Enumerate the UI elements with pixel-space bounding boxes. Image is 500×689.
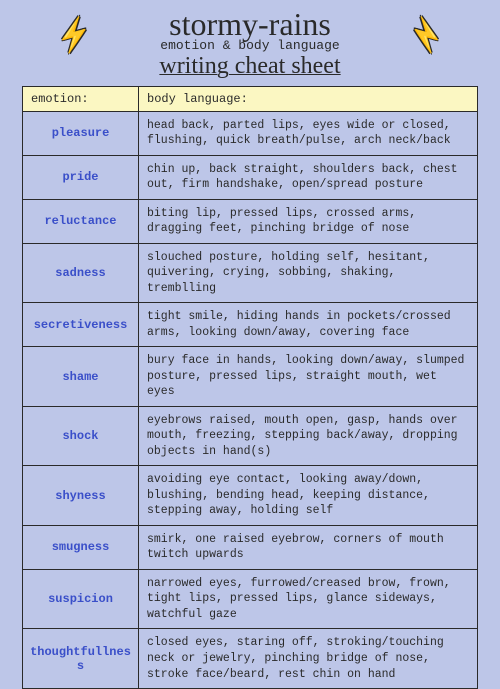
- table-row: shame bury face in hands, looking down/a…: [23, 347, 477, 407]
- table-row: reluctance biting lip, pressed lips, cro…: [23, 200, 477, 244]
- table-row: pleasure head back, parted lips, eyes wi…: [23, 112, 477, 156]
- body-cell: eyebrows raised, mouth open, gasp, hands…: [139, 407, 477, 466]
- emotion-label: reluctance: [44, 214, 116, 228]
- body-cell: biting lip, pressed lips, crossed arms, …: [139, 200, 477, 243]
- table-row: shock eyebrows raised, mouth open, gasp,…: [23, 407, 477, 467]
- emotion-label: shame: [62, 370, 98, 384]
- title-script: writing cheat sheet: [0, 54, 500, 78]
- body-cell: narrowed eyes, furrowed/creased brow, fr…: [139, 570, 477, 629]
- body-cell: closed eyes, staring off, stroking/touch…: [139, 629, 477, 688]
- emotion-label: smugness: [52, 540, 110, 554]
- body-text: head back, parted lips, eyes wide or clo…: [147, 118, 469, 149]
- emotion-label: thoughtfullness: [27, 645, 134, 673]
- body-text: biting lip, pressed lips, crossed arms, …: [147, 206, 469, 237]
- emotion-label: shyness: [55, 489, 105, 503]
- column-header-emotion: emotion:: [23, 87, 139, 111]
- emotion-cell: shock: [23, 407, 139, 466]
- table-header-row: emotion: body language:: [23, 87, 477, 112]
- body-cell: tight smile, hiding hands in pockets/cro…: [139, 303, 477, 346]
- emotion-cell: smugness: [23, 526, 139, 569]
- body-text: chin up, back straight, shoulders back, …: [147, 162, 469, 193]
- emotion-cell: pleasure: [23, 112, 139, 155]
- body-cell: head back, parted lips, eyes wide or clo…: [139, 112, 477, 155]
- table-row: smugness smirk, one raised eyebrow, corn…: [23, 526, 477, 570]
- body-cell: avoiding eye contact, looking away/down,…: [139, 466, 477, 525]
- body-text: tight smile, hiding hands in pockets/cro…: [147, 309, 469, 340]
- column-header-label: body language:: [147, 92, 248, 106]
- emotion-label: secretiveness: [34, 318, 128, 332]
- body-text: closed eyes, staring off, stroking/touch…: [147, 635, 469, 682]
- emotion-cell: secretiveness: [23, 303, 139, 346]
- emotion-label: sadness: [55, 266, 105, 280]
- body-text: smirk, one raised eyebrow, corners of mo…: [147, 532, 469, 563]
- emotion-label: shock: [62, 429, 98, 443]
- column-header-label: emotion:: [31, 92, 89, 106]
- cheat-sheet-table: emotion: body language: pleasure head ba…: [22, 86, 478, 689]
- emotion-cell: suspicion: [23, 570, 139, 629]
- body-cell: smirk, one raised eyebrow, corners of mo…: [139, 526, 477, 569]
- page-header: ⚡ ⚡ stormy-rains emotion & body language…: [0, 0, 500, 82]
- table-row: secretiveness tight smile, hiding hands …: [23, 303, 477, 347]
- emotion-cell: shyness: [23, 466, 139, 525]
- column-header-body: body language:: [139, 87, 477, 111]
- body-cell: bury face in hands, looking down/away, s…: [139, 347, 477, 406]
- emotion-cell: reluctance: [23, 200, 139, 243]
- table-row: pride chin up, back straight, shoulders …: [23, 156, 477, 200]
- emotion-cell: thoughtfullness: [23, 629, 139, 688]
- emotion-label: pleasure: [52, 126, 110, 140]
- emotion-cell: pride: [23, 156, 139, 199]
- emotion-label: pride: [62, 170, 98, 184]
- table-row: shyness avoiding eye contact, looking aw…: [23, 466, 477, 526]
- body-text: eyebrows raised, mouth open, gasp, hands…: [147, 413, 469, 460]
- emotion-label: suspicion: [48, 592, 113, 606]
- table-row: sadness slouched posture, holding self, …: [23, 244, 477, 304]
- body-text: narrowed eyes, furrowed/creased brow, fr…: [147, 576, 469, 623]
- table-row: thoughtfullness closed eyes, staring off…: [23, 629, 477, 688]
- table-row: suspicion narrowed eyes, furrowed/crease…: [23, 570, 477, 630]
- body-cell: slouched posture, holding self, hesitant…: [139, 244, 477, 303]
- emotion-cell: shame: [23, 347, 139, 406]
- body-cell: chin up, back straight, shoulders back, …: [139, 156, 477, 199]
- body-text: avoiding eye contact, looking away/down,…: [147, 472, 469, 519]
- body-text: bury face in hands, looking down/away, s…: [147, 353, 469, 400]
- emotion-cell: sadness: [23, 244, 139, 303]
- body-text: slouched posture, holding self, hesitant…: [147, 250, 469, 297]
